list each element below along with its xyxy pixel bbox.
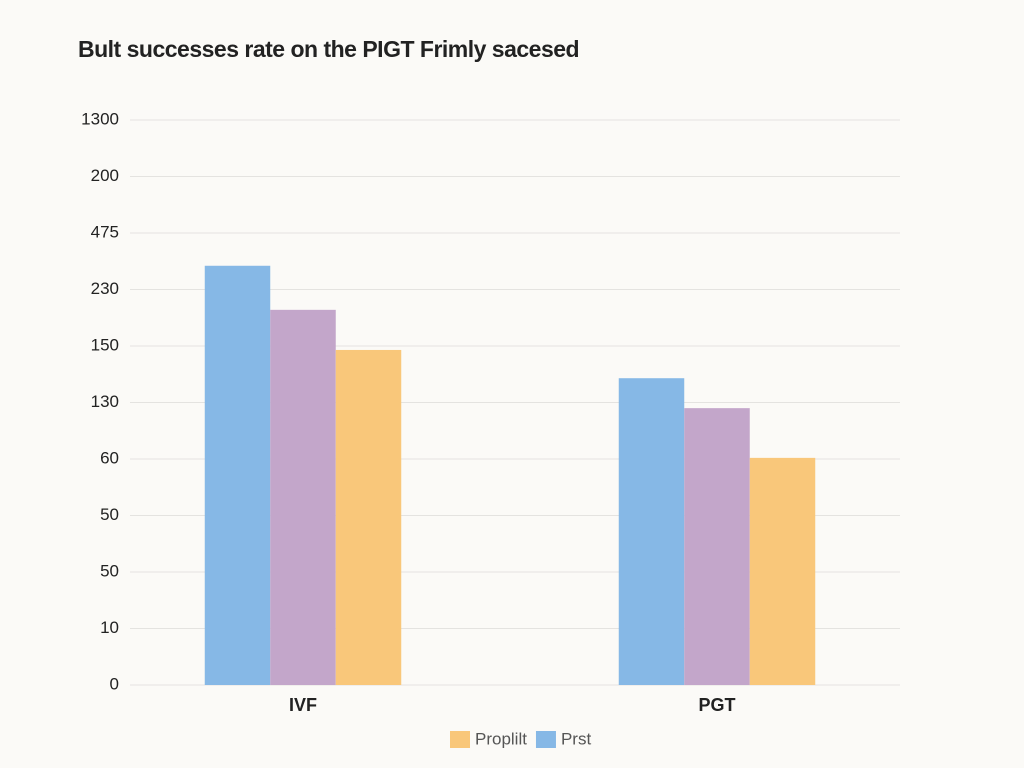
bar <box>270 309 336 685</box>
y-tick-label: 1300 <box>81 109 119 128</box>
x-tick-label: IVF <box>289 695 317 715</box>
y-tick-label: 130 <box>91 392 119 411</box>
y-tick-label: 200 <box>91 166 119 185</box>
y-tick-label: 0 <box>110 674 119 693</box>
y-tick-label: 230 <box>91 279 119 298</box>
bar <box>204 265 271 685</box>
legend-label: Proplilt <box>475 729 527 748</box>
x-tick-label: PGT <box>698 695 735 715</box>
legend-label: Prst <box>561 729 592 748</box>
bar <box>749 457 816 685</box>
chart-title: Bult successes rate on the PIGT Frimly s… <box>78 36 579 62</box>
legend-swatch <box>450 731 470 748</box>
y-tick-label: 60 <box>100 448 119 467</box>
y-tick-label: 50 <box>100 505 119 524</box>
bar <box>684 408 750 685</box>
y-tick-label: 475 <box>91 222 119 241</box>
y-tick-label: 150 <box>91 335 119 354</box>
y-tick-label: 50 <box>100 561 119 580</box>
bar <box>335 349 402 685</box>
y-tick-label: 10 <box>100 618 119 637</box>
legend-swatch <box>535 731 556 748</box>
bar <box>618 378 685 685</box>
